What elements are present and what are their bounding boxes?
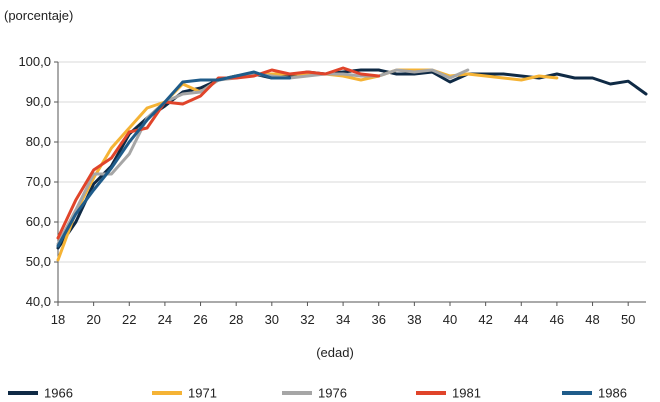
series-line-1986 bbox=[56, 70, 292, 248]
x-tick-label: 46 bbox=[550, 312, 564, 327]
x-tick-label: 18 bbox=[51, 312, 65, 327]
y-tick-label: 60,0 bbox=[26, 214, 51, 229]
x-tick-label: 38 bbox=[407, 312, 421, 327]
series-line-1971 bbox=[56, 68, 559, 262]
legend-label-1971: 1971 bbox=[188, 386, 217, 401]
x-tick-label: 34 bbox=[336, 312, 350, 327]
x-tick-label: 42 bbox=[478, 312, 492, 327]
y-tick-label: 100,0 bbox=[18, 54, 51, 69]
x-tick-label: 44 bbox=[514, 312, 528, 327]
x-tick-label: 28 bbox=[229, 312, 243, 327]
legend-label-1966: 1966 bbox=[44, 386, 73, 401]
y-tick-label: 80,0 bbox=[26, 134, 51, 149]
x-tick-label: 30 bbox=[265, 312, 279, 327]
x-tick-labels: 18 20 22 24 26 28 30 32 34 36 38 40 42 44 46 48 50 bbox=[51, 302, 635, 327]
x-tick-label: 50 bbox=[621, 312, 635, 327]
series-line-1966 bbox=[56, 68, 648, 250]
legend-label-1986: 1986 bbox=[598, 386, 627, 401]
x-axis-label: (edad) bbox=[316, 345, 354, 360]
x-tick-label: 48 bbox=[585, 312, 599, 327]
legend-label-1976: 1976 bbox=[318, 386, 347, 401]
x-tick-label: 22 bbox=[122, 312, 136, 327]
series-lines bbox=[56, 66, 648, 262]
y-tick-label: 50,0 bbox=[26, 254, 51, 269]
y-tick-label: 90,0 bbox=[26, 94, 51, 109]
x-tick-label: 40 bbox=[443, 312, 457, 327]
y-tick-label: 40,0 bbox=[26, 294, 51, 309]
y-tick-label: 70,0 bbox=[26, 174, 51, 189]
x-tick-label: 26 bbox=[193, 312, 207, 327]
grid-lines bbox=[58, 61, 646, 263]
x-tick-label: 32 bbox=[300, 312, 314, 327]
series-line-1981 bbox=[56, 66, 381, 240]
y-axis-label: (porcentaje) bbox=[4, 8, 73, 23]
x-tick-label: 36 bbox=[371, 312, 385, 327]
legend: 1966 1971 1976 1981 1986 bbox=[8, 386, 627, 401]
legend-label-1981: 1981 bbox=[452, 386, 481, 401]
x-tick-label: 24 bbox=[158, 312, 172, 327]
x-tick-label: 20 bbox=[86, 312, 100, 327]
y-tick-labels: 40,0 50,0 60,0 70,0 80,0 90,0 100,0 bbox=[18, 54, 58, 309]
